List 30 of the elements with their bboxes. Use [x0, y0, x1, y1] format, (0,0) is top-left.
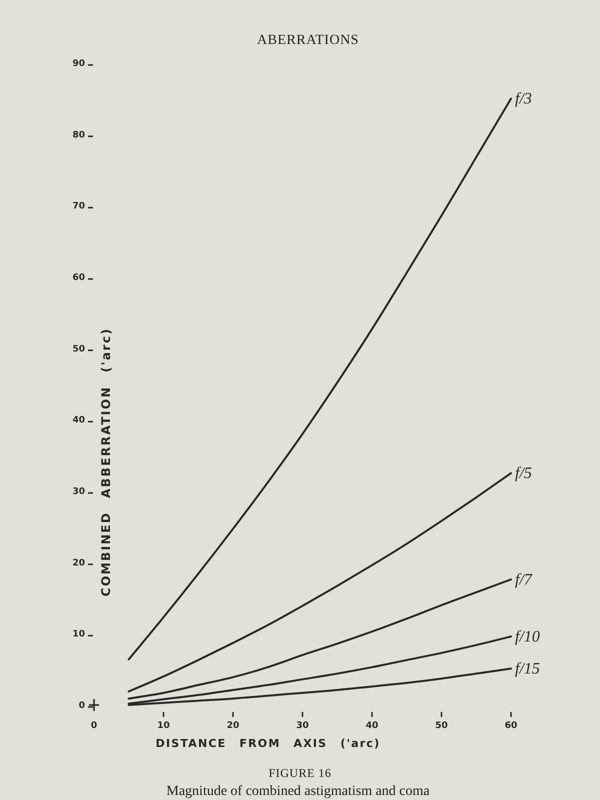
text: FIGURE 16 [268, 766, 332, 780]
y-tick-label: 10 [72, 630, 85, 640]
x-tick-label: 60 [504, 721, 518, 731]
line-series [128, 98, 512, 660]
series-label: f/15 [515, 660, 540, 678]
x-tick-label: 20 [226, 721, 240, 731]
y-tick-label: 90 [72, 59, 85, 69]
y-tick-label: 20 [72, 558, 85, 568]
line-series [128, 578, 512, 700]
series-label: f/7 [515, 571, 533, 588]
line-series [128, 472, 512, 692]
series-label: f/5 [515, 465, 532, 482]
y-tick-label: 70 [72, 202, 85, 212]
x-tick-label: 0 [90, 721, 98, 731]
x-tick-label: 10 [157, 721, 170, 731]
text: Magnitude of combined astigmatism and coma [166, 784, 430, 799]
x-tick-label: 50 [435, 721, 448, 731]
y-tick-label: 80 [72, 130, 85, 140]
y-axis-title: COMBINED ABBERRATION ('arc) [99, 328, 113, 596]
series-label: f/10 [515, 628, 540, 646]
text: ABERRATIONS [257, 33, 359, 48]
series-label: f/3 [515, 90, 532, 108]
y-tick-label: 0 [78, 701, 85, 711]
x-axis-title: DISTANCE FROM AXIS ('arc) [156, 737, 380, 750]
y-tick-label: 30 [72, 487, 85, 497]
x-tick-label: 40 [366, 721, 378, 731]
y-tick-label: 50 [72, 344, 85, 354]
y-tick-label: 60 [72, 273, 85, 283]
y-tick-label: 40 [72, 416, 85, 426]
x-tick-label: 30 [296, 721, 309, 731]
